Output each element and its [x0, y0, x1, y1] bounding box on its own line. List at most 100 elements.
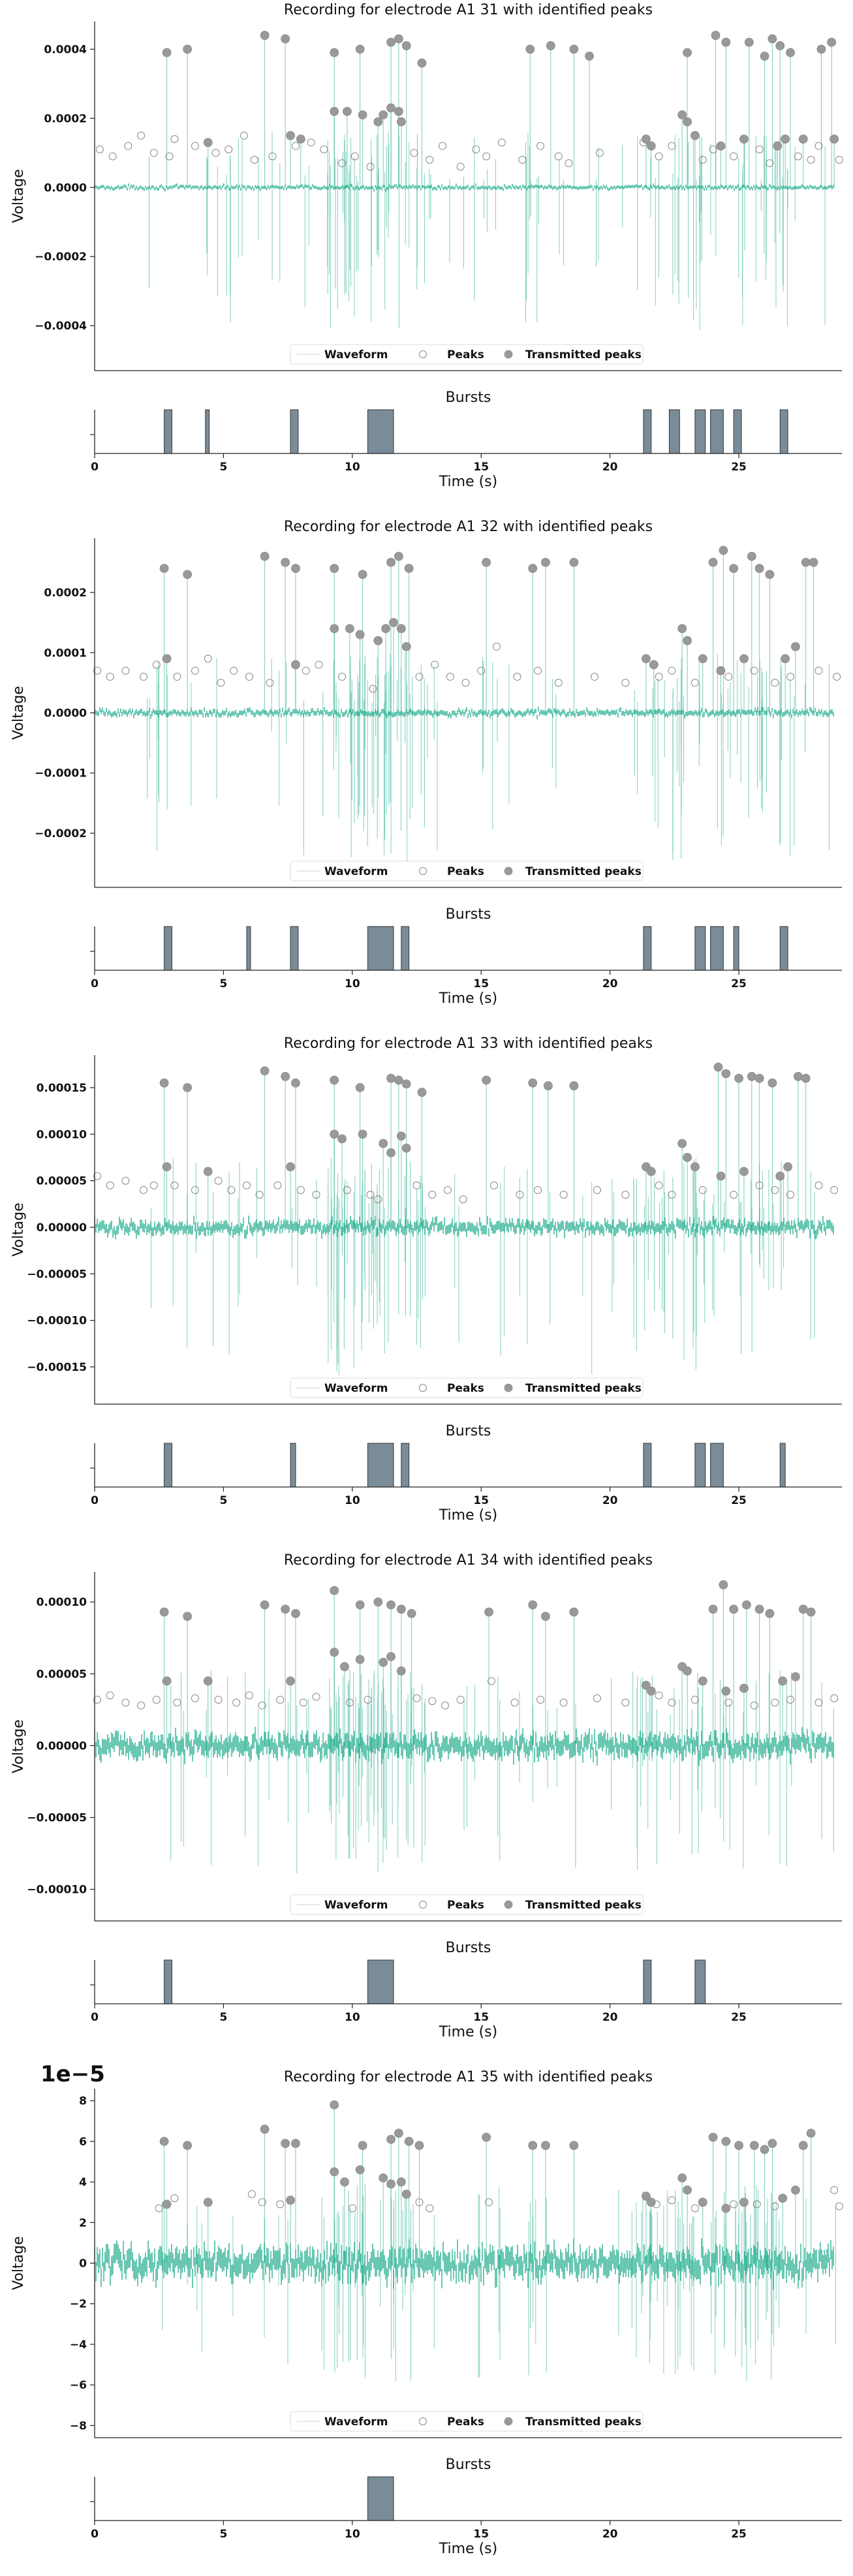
x-axis-label: Time (s) — [439, 1507, 497, 1524]
transmitted-peak-marker — [798, 134, 808, 144]
legend-peaks-swatch — [419, 867, 427, 875]
y-tick-label: −0.00010 — [27, 1315, 87, 1328]
transmitted-peak-marker — [159, 1607, 169, 1617]
burst-bar — [367, 1959, 394, 2004]
burst-bar — [779, 409, 788, 454]
peak-marker — [426, 2204, 434, 2213]
y-tick-label: 6 — [79, 2136, 87, 2149]
y-tick-label: 0.00005 — [37, 1175, 87, 1188]
peak-marker — [755, 145, 764, 153]
x-tick-label: 25 — [731, 2528, 747, 2541]
peak-marker — [771, 1698, 779, 1707]
transmitted-peak-marker — [768, 1078, 777, 1088]
burst-bar — [668, 409, 680, 454]
peak-marker — [814, 666, 823, 675]
transmitted-peak-marker — [747, 551, 756, 561]
peak-marker — [364, 1695, 372, 1704]
peak-marker — [766, 159, 774, 168]
transmitted-peak-marker — [281, 34, 290, 44]
transmitted-peak-marker — [528, 1600, 538, 1610]
peak-marker — [771, 1186, 779, 1194]
peak-marker — [225, 145, 233, 153]
recording-panel: Recording for electrode A1 31 with ident… — [10, 2, 844, 490]
y-tick-label: 0.00000 — [37, 1221, 87, 1234]
transmitted-peak-marker — [806, 1607, 816, 1617]
transmitted-peak-marker — [396, 1666, 406, 1676]
transmitted-peak-marker — [768, 34, 777, 44]
peak-marker — [121, 666, 130, 675]
burst-bar — [710, 1443, 724, 1488]
transmitted-peak-marker — [330, 1586, 339, 1595]
peak-marker — [835, 155, 844, 164]
peak-marker — [559, 1191, 568, 1199]
peak-marker — [750, 666, 758, 675]
transmitted-peak-marker — [404, 2136, 414, 2146]
peak-marker — [140, 673, 148, 681]
transmitted-peak-marker — [330, 564, 339, 574]
peak-marker — [698, 155, 707, 164]
transmitted-peak-marker — [649, 660, 659, 669]
peak-marker — [621, 679, 630, 687]
peak-marker — [170, 1181, 179, 1189]
peak-marker — [709, 145, 717, 153]
legend-transmitted-label: Transmitted peaks — [525, 1899, 642, 1912]
peak-marker — [211, 149, 220, 157]
bursts-title: Bursts — [446, 906, 491, 923]
transmitted-peak-marker — [729, 1604, 739, 1614]
burst-bar — [290, 926, 299, 971]
peak-marker — [137, 131, 146, 140]
transmitted-peak-marker — [394, 2128, 403, 2138]
transmitted-peak-marker — [291, 1078, 300, 1088]
transmitted-peak-marker — [340, 2177, 349, 2186]
transmitted-peak-marker — [569, 1607, 579, 1617]
legend-peaks-label: Peaks — [447, 348, 484, 361]
y-axis-label: Voltage — [10, 1719, 27, 1773]
peak-marker — [124, 142, 132, 150]
x-tick-label: 15 — [473, 2011, 489, 2024]
transmitted-peak-marker — [677, 2173, 687, 2183]
x-tick-label: 20 — [602, 461, 618, 474]
y-axis-label: Voltage — [10, 1203, 27, 1257]
transmitted-peak-marker — [690, 1162, 700, 1172]
burst-bar — [401, 926, 410, 971]
peak-marker — [149, 149, 158, 157]
transmitted-peak-marker — [683, 1153, 692, 1162]
transmitted-peak-marker — [716, 141, 726, 151]
legend-peaks-swatch — [419, 350, 427, 358]
x-tick-label: 5 — [219, 461, 227, 474]
peak-marker — [93, 1695, 101, 1704]
peak-marker — [93, 1172, 101, 1180]
transmitted-peak-marker — [386, 1651, 395, 1661]
peak-marker — [655, 152, 663, 161]
x-tick-label: 15 — [473, 2528, 489, 2541]
transmitted-peak-marker — [330, 106, 339, 116]
burst-bar — [694, 1443, 706, 1488]
peak-marker — [276, 2200, 285, 2209]
peak-marker — [786, 673, 795, 681]
transmitted-peak-marker — [379, 110, 388, 119]
legend-waveform-label: Waveform — [324, 1899, 388, 1912]
peak-marker — [299, 1698, 307, 1707]
burst-bar — [367, 409, 394, 454]
peak-marker — [338, 673, 347, 681]
transmitted-peak-marker — [677, 624, 687, 634]
peak-marker — [786, 1191, 795, 1199]
peak-marker — [536, 142, 545, 150]
legend-peaks-swatch — [419, 2417, 427, 2425]
transmitted-peak-marker — [396, 2177, 406, 2186]
transmitted-peak-marker — [791, 642, 800, 651]
peak-marker — [559, 1698, 568, 1707]
transmitted-peak-marker — [355, 1083, 365, 1092]
peak-marker — [459, 1195, 467, 1204]
peak-marker — [302, 666, 310, 675]
peak-marker — [807, 155, 815, 164]
peak-marker — [230, 666, 238, 675]
chart-title: Recording for electrode A1 32 with ident… — [284, 519, 653, 535]
peak-marker — [565, 159, 573, 168]
peak-marker — [121, 1176, 130, 1185]
peak-marker — [534, 666, 542, 675]
waveform-spikes — [162, 2184, 836, 2382]
peak-marker — [245, 1691, 253, 1700]
transmitted-peak-marker — [546, 41, 555, 50]
legend-transmitted-swatch — [504, 866, 513, 876]
